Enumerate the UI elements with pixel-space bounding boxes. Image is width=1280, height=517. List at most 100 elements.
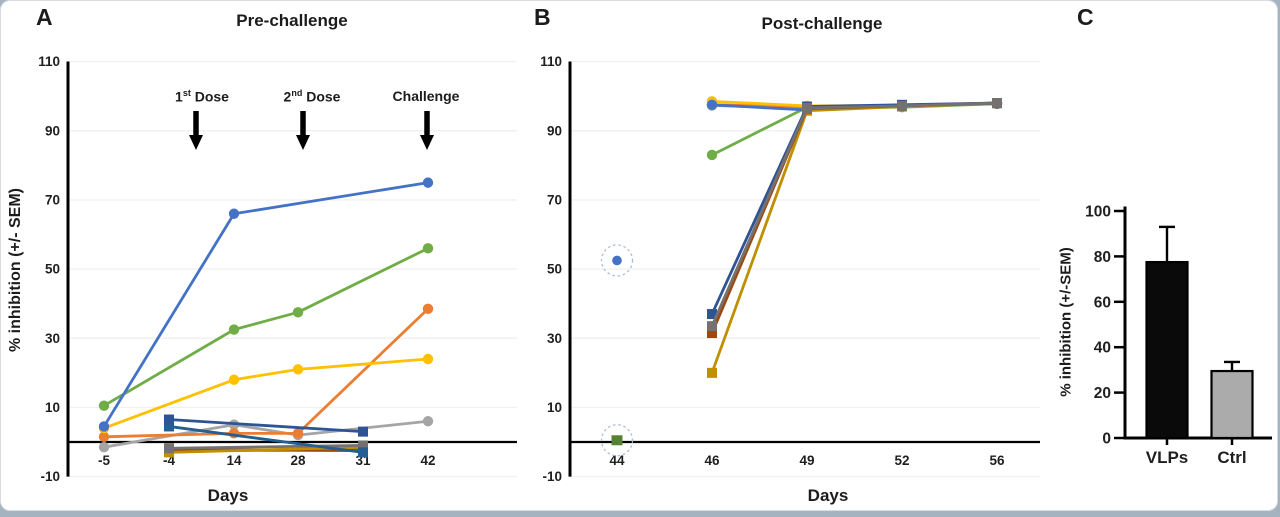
annotation-second-dose-sup: nd xyxy=(291,88,303,98)
y-tick-label: 50 xyxy=(45,262,60,277)
marker-ctrl-gray xyxy=(164,443,174,454)
x-tick-label: 44 xyxy=(609,453,625,468)
outlier-highlight-circle xyxy=(600,424,634,457)
panel-a-x-axis-label: Days xyxy=(207,486,249,505)
panel-c-letter: C xyxy=(1077,4,1094,30)
annotation-challenge: Challenge xyxy=(393,88,460,104)
series-line-ctrl-gray xyxy=(168,444,364,450)
annotation-first-dose: 1st Dose xyxy=(175,88,229,105)
annotation-second-dose: 2nd Dose xyxy=(284,88,341,105)
marker-ctrl-navy xyxy=(358,426,368,437)
series-line-vlp-yellow xyxy=(103,357,429,430)
marker-vlp-yellow xyxy=(292,364,304,375)
marker-ctrl-gray xyxy=(897,100,907,111)
x-tick-label: 14 xyxy=(226,453,242,468)
x-tick-label: -5 xyxy=(98,453,110,468)
annotation-second-dose-word: Dose xyxy=(302,88,341,105)
panel-a-letter: A xyxy=(36,4,53,30)
series-line-ctrl-steel xyxy=(168,425,364,454)
annotation-first-dose-num: 1 xyxy=(175,88,183,105)
marker-vlp-blue xyxy=(98,421,110,432)
marker-vlp-blue xyxy=(422,177,434,188)
c-bar-vlps xyxy=(1145,260,1189,440)
marker-vlp-green xyxy=(292,307,304,318)
marker-ctrl-gold xyxy=(707,367,717,378)
y-tick-label: 30 xyxy=(547,331,562,346)
outlier-highlight-circle xyxy=(600,244,634,277)
c-bar-label: VLPs xyxy=(1146,448,1189,467)
annotation-challenge-word: Challenge xyxy=(392,88,460,104)
series-line-ctrl-navy xyxy=(168,418,364,434)
c-bar-ctrl xyxy=(1210,369,1254,440)
marker-ctrl-navy xyxy=(164,414,174,425)
panel-b-x-axis-label: Days xyxy=(807,486,849,505)
y-tick-label: 50 xyxy=(547,262,562,277)
series-line-vlp-green xyxy=(103,247,429,407)
panel-b-title: Post-challenge xyxy=(761,14,883,33)
y-tick-label: -10 xyxy=(542,469,562,484)
y-tick-label: 70 xyxy=(547,192,562,207)
marker-ctrl-gray xyxy=(992,98,1002,109)
y-tick-label: 110 xyxy=(540,54,562,69)
y-tick-label: 70 xyxy=(45,192,60,207)
c-y-tick-label: 100 xyxy=(1085,204,1111,221)
x-tick-label: 46 xyxy=(704,453,720,468)
series-line-ctrl-gray xyxy=(710,101,998,327)
marker-vlp-green xyxy=(228,324,240,335)
x-tick-label: 42 xyxy=(420,453,435,468)
annotation-first-dose-sup: st xyxy=(182,88,191,98)
c-y-tick-label: 40 xyxy=(1094,340,1111,357)
y-tick-label: 90 xyxy=(547,123,562,138)
y-tick-label: 10 xyxy=(547,400,562,415)
marker-ctrl-gray xyxy=(707,321,717,332)
marker-vlp-yellow xyxy=(228,374,240,385)
outlier-marker-vlp-blue xyxy=(612,255,622,266)
marker-ctrl-steel xyxy=(164,421,174,432)
y-tick-label: -10 xyxy=(40,469,60,484)
marker-vlp-green xyxy=(422,243,434,254)
x-tick-label: 52 xyxy=(894,453,909,468)
panel-c-y-axis-label: % inhibition (+/-SEM) xyxy=(1057,247,1075,397)
x-tick-label: 28 xyxy=(290,453,306,468)
c-y-tick-label: 20 xyxy=(1094,385,1111,402)
y-tick-label: 10 xyxy=(45,400,60,415)
y-tick-label: 90 xyxy=(45,123,60,138)
y-tick-label: 110 xyxy=(38,54,60,69)
marker-vlp-green xyxy=(98,400,110,411)
marker-vlp-orange xyxy=(98,431,110,443)
panel-a-title: Pre-challenge xyxy=(236,11,348,30)
dose-arrow-head xyxy=(189,135,203,150)
outlier-marker-ctrl-green xyxy=(611,435,623,446)
marker-vlp-blue xyxy=(706,99,718,111)
marker-ctrl-gray xyxy=(802,102,812,113)
series-line-ctrl-gold xyxy=(710,101,998,374)
annotation-first-dose-word: Dose xyxy=(190,88,229,105)
c-y-tick-label: 60 xyxy=(1094,294,1111,311)
marker-vlp-yellow xyxy=(422,353,434,365)
marker-vlp-green xyxy=(706,149,718,161)
panel-b-letter: B xyxy=(534,4,551,30)
marker-ctrl-brown xyxy=(707,328,717,339)
panel-a-y-axis-label: % inhibition (+/- SEM) xyxy=(7,188,24,352)
series-line-vlp-green xyxy=(711,102,998,157)
x-tick-label: 49 xyxy=(799,453,814,468)
annotation-second-dose-num: 2 xyxy=(283,88,292,105)
c-y-tick-label: 80 xyxy=(1094,249,1111,266)
marker-ctrl-navy xyxy=(707,309,717,320)
marker-vlp-gray xyxy=(98,441,110,453)
y-tick-label: 30 xyxy=(45,331,60,346)
marker-ctrl-steel xyxy=(358,447,368,458)
dose-arrow-head xyxy=(296,135,310,150)
marker-ctrl-gray xyxy=(358,440,368,451)
marker-vlp-blue xyxy=(228,208,240,219)
marker-vlp-gray xyxy=(422,416,434,427)
marker-vlp-orange xyxy=(292,428,304,439)
c-bar-label: Ctrl xyxy=(1217,448,1246,467)
dose-arrow-head xyxy=(420,135,434,150)
c-y-tick-label: 0 xyxy=(1102,431,1111,448)
series-line-vlp-orange xyxy=(103,307,429,439)
series-line-vlp-blue xyxy=(102,181,429,428)
marker-vlp-orange xyxy=(422,303,434,315)
